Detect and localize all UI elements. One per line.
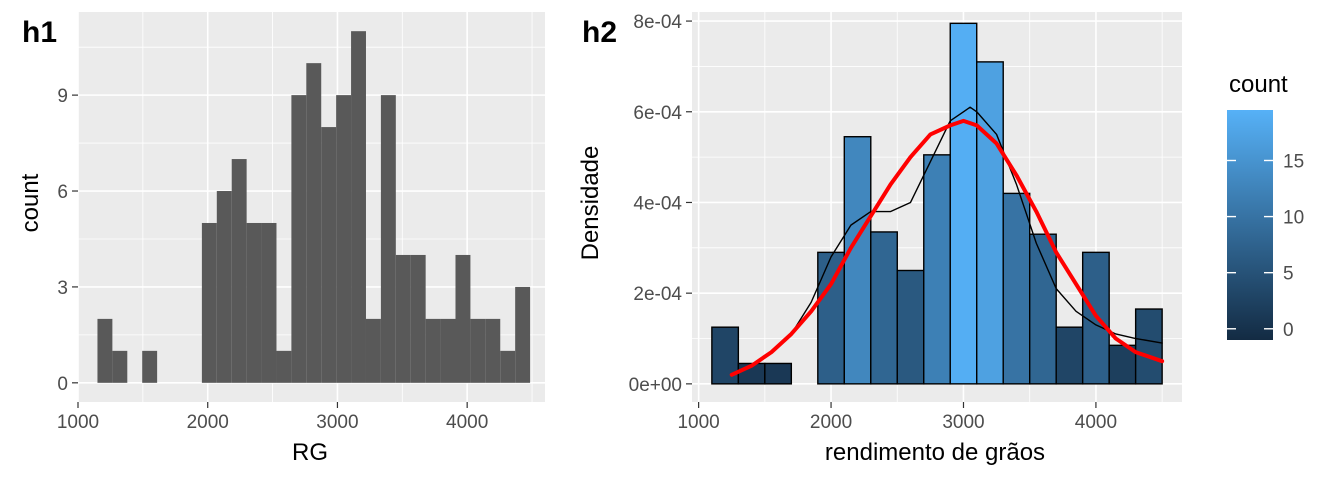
x-tick-label: 2000 [810, 412, 852, 433]
density-bar [1055, 326, 1084, 385]
count-legend: count 0 5 10 15 [1227, 71, 1304, 341]
histogram-bar [321, 127, 337, 383]
x-tick-label: 2000 [187, 412, 229, 433]
histogram-bar [455, 254, 471, 383]
panel-h1-bars [97, 31, 531, 383]
y-tick-label: 8e-04 [633, 12, 682, 33]
density-bar [817, 251, 845, 385]
histogram-bar [261, 222, 277, 383]
panel-h1-x-axis-title: RG [292, 439, 328, 466]
normal-density-curve [729, 118, 1165, 377]
x-tick-label: 4000 [1075, 412, 1117, 433]
density-bar [976, 61, 1004, 385]
histogram-bar [216, 191, 232, 383]
panel-h2-tag: h2 [582, 16, 617, 49]
y-tick-label: 9 [57, 86, 68, 107]
histogram-bar [306, 63, 322, 383]
density-bar [1134, 308, 1163, 385]
y-tick-label: 6 [57, 182, 68, 203]
density-bar [896, 269, 925, 385]
panel-h1-y-axis-title: count [17, 173, 44, 232]
y-tick-label: 2e-04 [633, 284, 682, 305]
panel-h2-bars [711, 22, 1163, 385]
x-tick-label: 1000 [57, 412, 99, 433]
y-tick-label: 6e-04 [633, 103, 682, 124]
histogram-bar [410, 254, 426, 383]
panel-h2-lines [729, 106, 1165, 377]
histogram-bar [380, 95, 396, 383]
histogram-bar [470, 318, 486, 383]
histogram-bar [336, 95, 352, 383]
histogram-bar [112, 350, 128, 383]
histogram-bar [500, 350, 516, 383]
histogram-bar [291, 95, 307, 383]
legend-tick-label: 10 [1283, 208, 1304, 229]
x-tick-label: 1000 [677, 412, 719, 433]
y-tick-label: 0 [57, 374, 68, 395]
density-bar [843, 136, 872, 385]
histogram-bar [231, 159, 247, 383]
legend-tick-label: 15 [1283, 151, 1304, 172]
histogram-bar [485, 318, 501, 383]
panel-h2-y-axis-title: Densidade [577, 146, 604, 261]
panel-h2-x-ticks: 1000 2000 3000 4000 [677, 402, 1117, 433]
legend-colorbar [1227, 110, 1273, 340]
legend-tick-label: 5 [1283, 264, 1294, 285]
histogram-bar [395, 254, 411, 383]
panel-h1-x-ticks: 1000 2000 3000 4000 [57, 402, 488, 433]
histogram-bar [515, 286, 531, 383]
panel-h1-tag: h1 [22, 16, 57, 49]
x-tick-label: 3000 [942, 412, 984, 433]
density-bar [949, 22, 978, 385]
y-tick-label: 4e-04 [633, 193, 682, 214]
histogram-bar [97, 318, 113, 383]
y-tick-label: 3 [57, 278, 68, 299]
panel-h2-y-ticks: 0e+00 2e-04 4e-04 6e-04 8e-04 [629, 12, 692, 396]
histogram-bar [440, 318, 456, 383]
legend-title: count [1229, 71, 1288, 98]
legend-tick-label: 0 [1283, 320, 1294, 341]
panel-h2-x-axis-title: rendimento de grãos [825, 439, 1045, 466]
histogram-bar [246, 222, 262, 383]
legend-ticks: 0 5 10 15 [1227, 151, 1304, 341]
y-tick-label: 0e+00 [629, 375, 682, 396]
histogram-bar [425, 318, 441, 383]
panel-h1: 1000 2000 3000 4000 0 3 6 9 RG count h1 [17, 12, 545, 466]
x-tick-label: 3000 [316, 412, 358, 433]
density-bar [870, 231, 898, 385]
x-tick-label: 4000 [446, 412, 488, 433]
histogram-bar [365, 318, 381, 383]
histogram-bar [201, 222, 217, 383]
histogram-bar [142, 350, 158, 383]
kde-density-line [731, 106, 1163, 376]
panel-h2: 1000 2000 3000 4000 0e+00 2e-04 4e-04 6e-04 8e-… [577, 12, 1182, 466]
density-bar [764, 362, 793, 385]
histogram-bar [276, 350, 292, 383]
histogram-bar [351, 31, 366, 383]
density-bar [923, 154, 951, 385]
density-bar [1002, 192, 1031, 385]
panel-h1-y-ticks: 0 3 6 9 [57, 86, 78, 395]
